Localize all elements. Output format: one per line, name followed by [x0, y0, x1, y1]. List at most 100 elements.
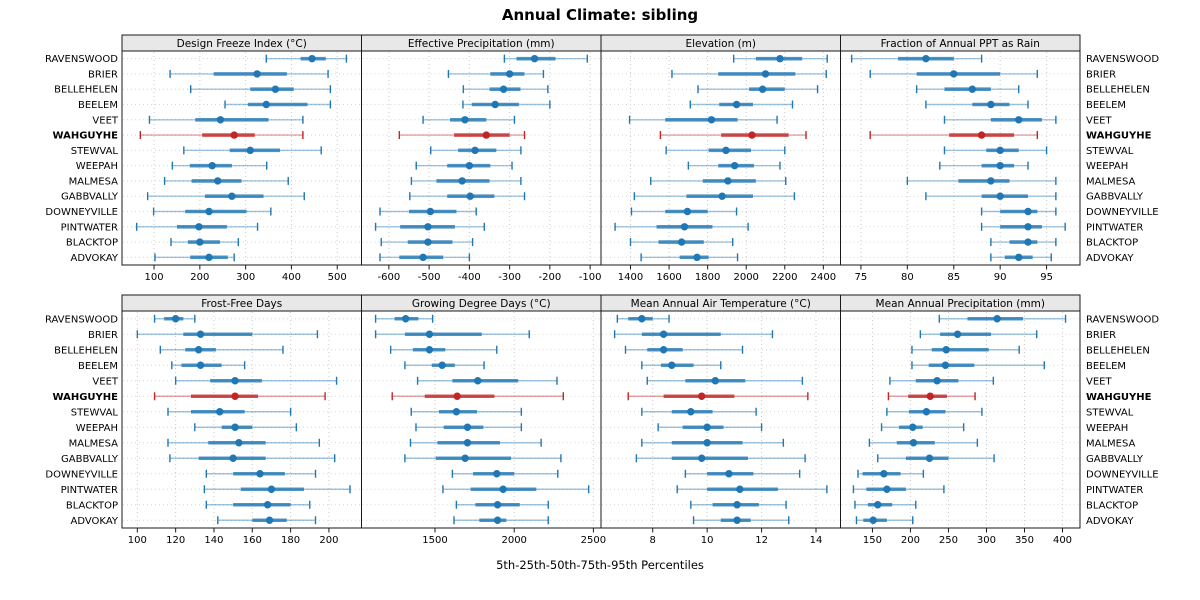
median-dot: [909, 439, 918, 447]
median-dot: [425, 330, 434, 338]
median-dot: [425, 346, 434, 354]
interval-gabbvally: [635, 454, 806, 463]
interval-malmesa: [641, 438, 785, 447]
median-dot: [703, 423, 711, 431]
x-tick-label: 2500: [581, 535, 606, 546]
interval-beelem: [462, 100, 551, 109]
x-tick-label: 400: [1053, 535, 1072, 546]
x-tick-label: 500: [328, 272, 347, 283]
median-dot: [453, 392, 461, 400]
site-label-left-blacktop: BLACKTOP: [66, 238, 118, 249]
median-dot: [687, 408, 695, 416]
median-dot: [208, 161, 216, 170]
x-tick-label: 400: [282, 272, 301, 283]
median-dot: [505, 70, 514, 78]
interval-weepah: [171, 161, 268, 170]
interval-pintwater: [852, 485, 945, 494]
median-dot: [493, 501, 502, 509]
median-dot: [458, 177, 466, 185]
median-dot: [883, 485, 891, 493]
median-dot: [776, 54, 784, 63]
x-tick-label: 300: [977, 535, 996, 546]
interval-beelem: [925, 100, 1029, 109]
median-dot: [499, 485, 507, 493]
interval-brier: [169, 69, 329, 78]
median-dot: [205, 207, 213, 216]
median-dot: [996, 146, 1004, 155]
site-label-right-veet: VEET: [1086, 376, 1112, 387]
interval-bellehelen: [389, 345, 498, 354]
site-label-left-wahguyhe: WAHGUYHE: [53, 131, 119, 142]
median-dot: [471, 146, 479, 155]
site-label-left-downeyville: DOWNEYVILLE: [45, 207, 118, 218]
median-dot: [880, 470, 888, 478]
interval-malmesa: [167, 438, 321, 447]
median-dot: [230, 131, 238, 139]
interval-pintwater: [374, 222, 485, 231]
interval-malmesa: [650, 176, 787, 185]
median-dot: [953, 330, 962, 338]
site-label-right-advokay: ADVOKAY: [1086, 516, 1134, 527]
interval-bellehelen: [189, 85, 332, 94]
median-dot: [231, 377, 239, 385]
interval-pintwater: [135, 222, 259, 231]
panel-plot-area: [600, 310, 841, 529]
interval-wahguyhe: [391, 392, 565, 401]
site-label-left-beelem: BEELEM: [78, 100, 118, 111]
median-dot: [724, 177, 732, 185]
interval-blacktop: [690, 500, 787, 509]
panel-design-freeze-index-c: Design Freeze Index (°C) 100 200 300 400 500: [121, 34, 362, 283]
median-dot: [697, 392, 706, 400]
interval-advokay: [217, 516, 317, 525]
interval-weepah: [687, 161, 781, 170]
median-dot: [246, 146, 254, 155]
interval-weepah: [415, 161, 513, 170]
site-label-left-advokay: ADVOKAY: [71, 253, 119, 264]
median-dot: [730, 161, 739, 170]
interval-downeyville: [857, 469, 925, 478]
x-tick-label: 1500: [422, 535, 447, 546]
median-dot: [758, 85, 767, 93]
interval-gabbvally: [404, 454, 562, 463]
interval-wahguyhe: [869, 131, 1038, 140]
interval-ravenswood: [153, 314, 196, 323]
x-tick-label: 300: [236, 272, 255, 283]
panel-strip-title: Growing Degree Days (°C): [412, 298, 551, 310]
x-tick-label: 350: [1015, 535, 1034, 546]
x-tick-label: 150: [863, 535, 882, 546]
x-tick-label: 75: [855, 272, 868, 283]
interval-pintwater: [980, 222, 1066, 231]
site-label-right-malmesa: MALMESA: [1086, 176, 1136, 187]
interval-stewval: [943, 146, 1048, 155]
median-dot: [461, 454, 469, 462]
interval-bellehelen: [624, 345, 744, 354]
panel-plot-area: [361, 310, 602, 529]
median-dot: [452, 408, 461, 416]
interval-brier: [136, 330, 319, 339]
panel-strip-title: Elevation (m): [685, 38, 756, 50]
site-label-right-ravenswood: RAVENSWOOD: [1086, 54, 1159, 65]
site-label-right-wahguyhe: WAHGUYHE: [1086, 392, 1152, 403]
median-dot: [466, 192, 474, 200]
site-labels-row-2: RAVENSWOOD RAVENSWOOD BRIER BRIER BELLEHELEN…: [45, 314, 1159, 527]
x-tick-label: 8: [650, 535, 656, 546]
median-dot: [711, 377, 720, 385]
site-label-left-gabbvally: GABBVALLY: [61, 454, 119, 465]
interval-brier: [671, 69, 827, 78]
site-label-left-stewval: STEWVAL: [71, 146, 119, 157]
median-dot: [942, 346, 950, 354]
median-dot: [659, 346, 668, 354]
interval-veet: [943, 115, 1057, 124]
median-dot: [922, 408, 931, 416]
site-label-left-ravenswood: RAVENSWOOD: [45, 314, 118, 325]
interval-wahguyhe: [659, 131, 807, 140]
interval-bellehelen: [159, 345, 284, 354]
interval-malmesa: [410, 176, 522, 185]
x-axis: 100 120 140 160 180 200: [128, 312, 338, 546]
median-dot: [196, 238, 204, 246]
median-dot: [638, 315, 646, 323]
x-tick-label: 95: [1040, 272, 1053, 283]
interval-malmesa: [906, 176, 1057, 185]
median-dot: [683, 207, 692, 216]
